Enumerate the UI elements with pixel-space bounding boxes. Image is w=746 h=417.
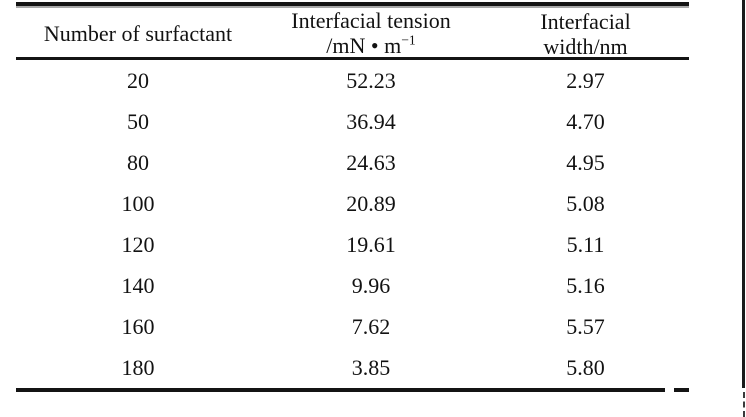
table-row: 80 24.63 4.95 [16, 142, 689, 183]
cell-interfacial-tension: 24.63 [346, 149, 396, 175]
table-row: 140 9.96 5.16 [16, 265, 689, 306]
cell-interfacial-width: 4.95 [566, 149, 605, 175]
table-header-rule [16, 57, 689, 60]
cell-interfacial-tension: 20.89 [346, 190, 396, 216]
cell-interfacial-width: 5.08 [566, 190, 605, 216]
table-row: 160 7.62 5.57 [16, 306, 689, 347]
table-bottom-rule [16, 388, 665, 392]
table-body: 20 52.23 2.97 50 36.94 4.70 80 24.63 4.9… [16, 60, 689, 388]
cell-interfacial-tension: 9.96 [351, 272, 391, 298]
cell-surfactant-number: 160 [121, 313, 155, 339]
cell-surfactant-number: 80 [127, 149, 149, 175]
cell-interfacial-width: 2.97 [566, 67, 605, 93]
cell-interfacial-tension: 7.62 [351, 313, 391, 339]
cell-surfactant-number: 100 [121, 190, 155, 216]
cell-interfacial-width: 5.80 [566, 354, 605, 380]
header-line: width/nm [543, 34, 628, 59]
cell-interfacial-tension: 52.23 [346, 67, 396, 93]
cell-interfacial-width: 5.11 [566, 231, 605, 257]
table-row: 120 19.61 5.11 [16, 224, 689, 265]
header-line: Interfacial [540, 9, 631, 34]
cell-interfacial-tension: 19.61 [346, 231, 396, 257]
cell-interfacial-width: 5.16 [566, 272, 605, 298]
table-row: 180 3.85 5.80 [16, 347, 689, 388]
col-header-interfacial-width: Interfacial width/nm [482, 9, 689, 59]
cell-surfactant-number: 50 [127, 108, 149, 134]
table-row: 20 52.23 2.97 [16, 60, 689, 101]
cell-interfacial-width: 5.57 [566, 313, 605, 339]
page-right-edge-line [742, 0, 745, 388]
cell-interfacial-tension: 3.85 [351, 354, 391, 380]
col-header-interfacial-tension: Interfacial tension /mN • m−1 [260, 8, 482, 58]
cell-interfacial-tension: 36.94 [346, 108, 396, 134]
header-unit-line: /mN • m−1 [260, 33, 482, 58]
cell-surfactant-number: 180 [121, 354, 155, 380]
table-row: 50 36.94 4.70 [16, 101, 689, 142]
col-header-surfactant-number: Number of surfactant [16, 21, 260, 46]
unit-exponent: −1 [401, 32, 416, 48]
table-row: 100 20.89 5.08 [16, 183, 689, 224]
table-bottom-rule-dash [674, 388, 689, 392]
unit-base: /mN • m [326, 33, 402, 58]
cell-surfactant-number: 20 [127, 67, 149, 93]
page-right-edge-dashed-line [743, 392, 745, 417]
cell-surfactant-number: 140 [121, 272, 155, 298]
header-line: Interfacial tension [291, 8, 451, 33]
header-line: Number of surfactant [43, 21, 233, 46]
cell-surfactant-number: 120 [121, 231, 155, 257]
cell-interfacial-width: 4.70 [566, 108, 605, 134]
table-top-rule [16, 2, 689, 6]
